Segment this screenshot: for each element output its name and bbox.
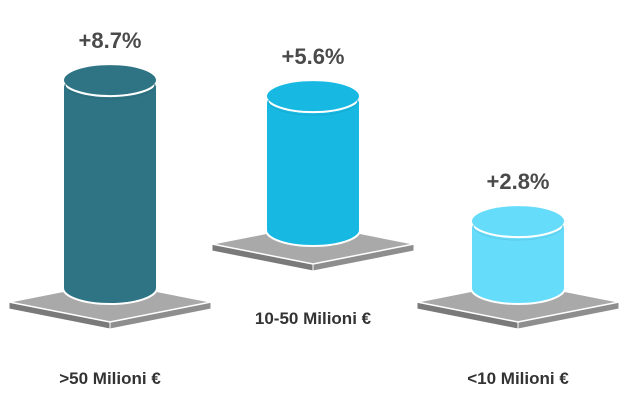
value-label: +2.8% <box>487 169 550 194</box>
bar-cylinder <box>62 79 158 305</box>
category-label: <10 Milioni € <box>467 369 569 388</box>
bar-cylinder-top-rim <box>267 100 359 116</box>
bar-cylinder-top-rim <box>64 84 156 100</box>
category-label: >50 Milioni € <box>59 369 161 388</box>
value-label: +5.6% <box>282 44 345 69</box>
bar-cylinder <box>470 220 566 305</box>
bar-cylinder-top <box>470 204 566 239</box>
category-label: 10-50 Milioni € <box>255 309 372 328</box>
bar-cylinder-top <box>265 79 361 114</box>
value-label: +8.7% <box>79 28 142 53</box>
bar-cylinder-top-rim <box>472 225 564 241</box>
bar-cylinder-top <box>62 63 158 98</box>
bar-cylinder <box>265 95 361 247</box>
